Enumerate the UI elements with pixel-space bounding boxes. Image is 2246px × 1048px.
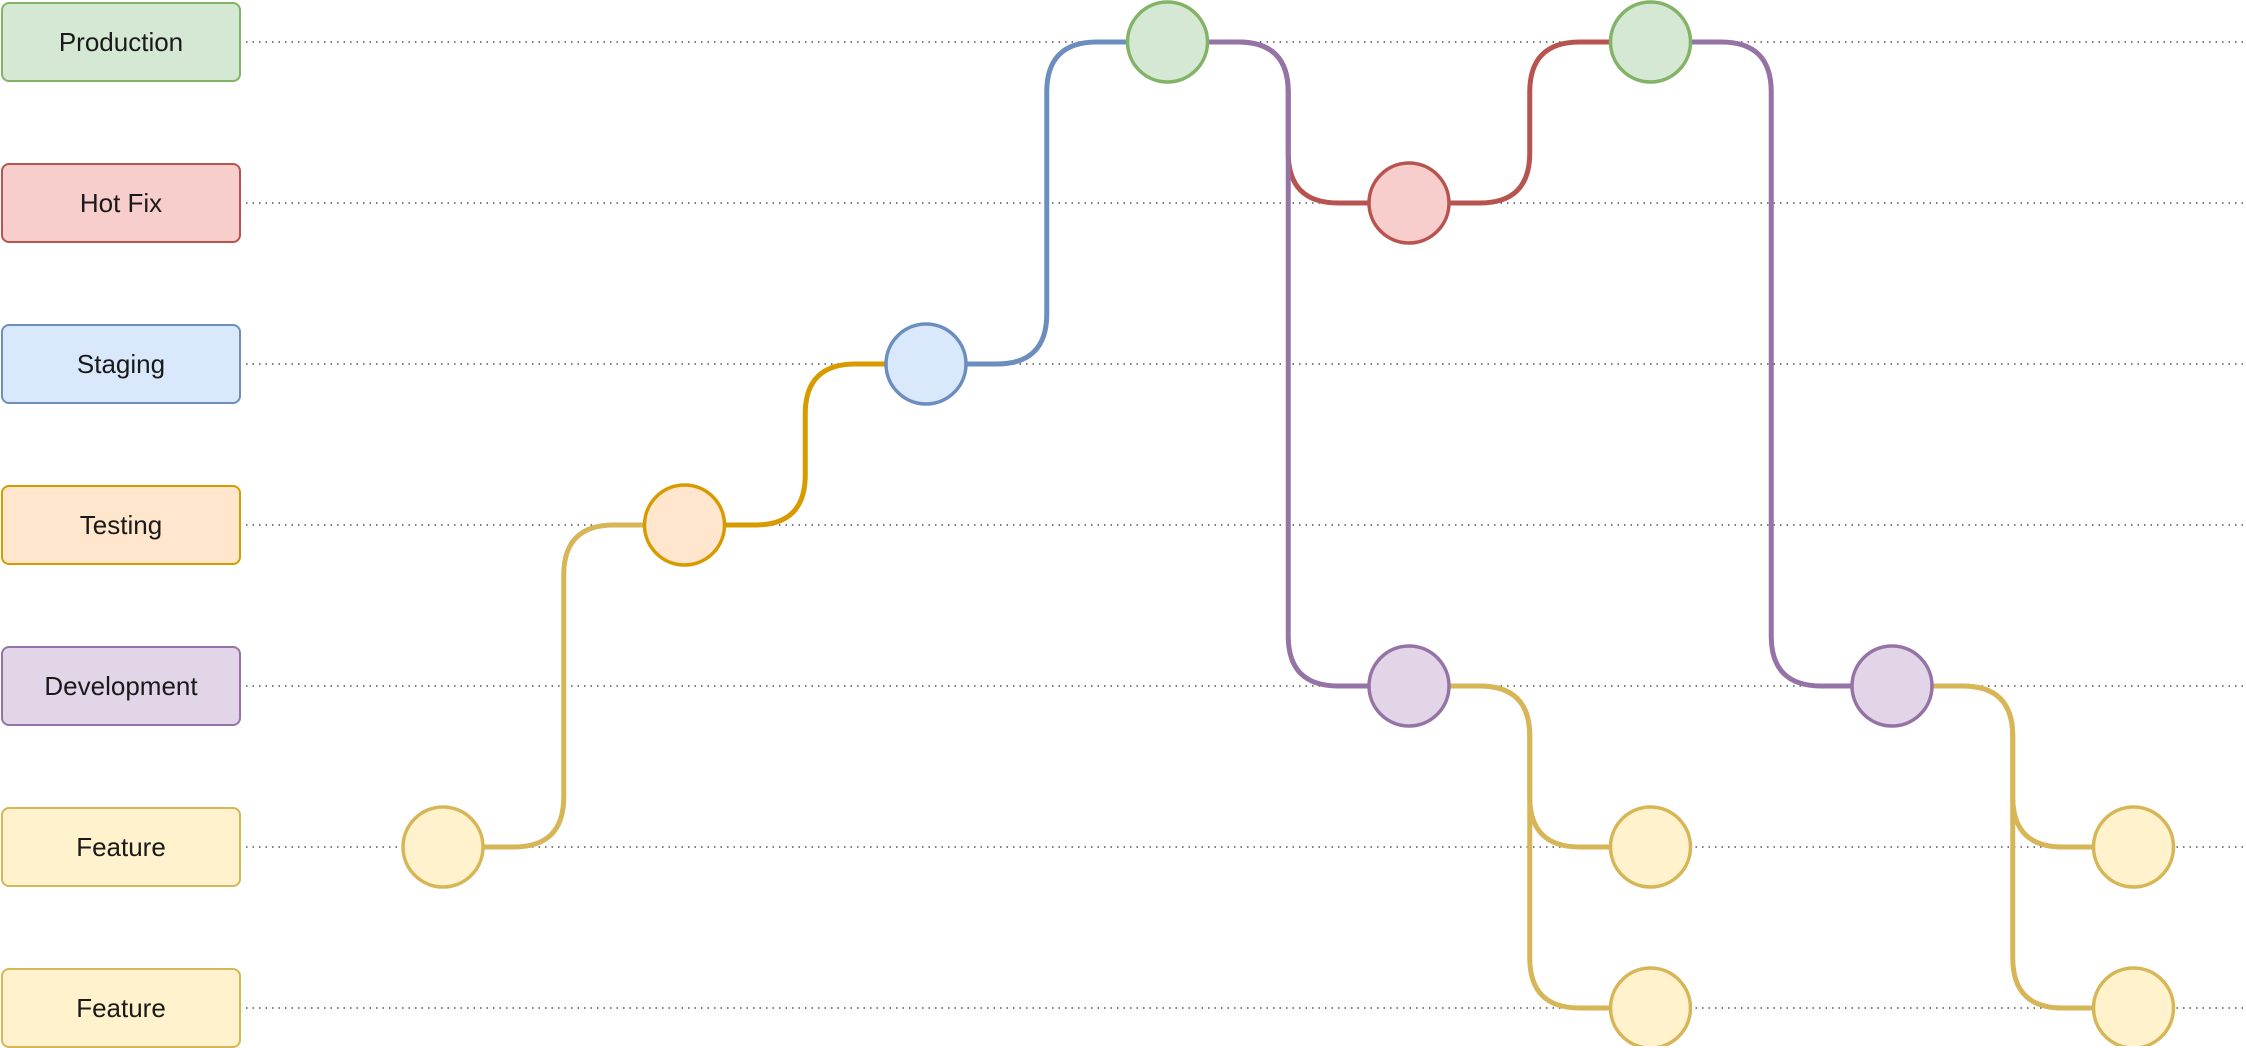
connection-c2-c3: [724, 361, 886, 528]
connection-c6-c9: [1449, 683, 1611, 1011]
connection-c10-c12: [1932, 683, 2094, 1011]
lane-label-feature-2: Feature: [1, 968, 241, 1048]
lane-label-testing: Testing: [1, 485, 241, 565]
commit-node-c7: [1608, 0, 1693, 84]
commit-node-c4: [1125, 0, 1210, 84]
lane-label-production: Production: [1, 2, 241, 82]
branch-connections: [483, 39, 2094, 1011]
commit-node-c3: [884, 322, 968, 406]
commit-node-c1: [401, 805, 485, 889]
commit-nodes: [401, 0, 2176, 1046]
lane-guides: [246, 41, 2246, 1009]
lane-label-development: Development: [1, 646, 241, 726]
connection-c3-c4: [966, 39, 1128, 367]
lane-label-hotfix: Hot Fix: [1, 163, 241, 243]
commit-node-c5: [1367, 161, 1451, 245]
commit-node-c10: [1850, 644, 1934, 728]
commit-node-c6: [1367, 644, 1451, 728]
connection-c5-c7: [1449, 39, 1611, 206]
lane-label-feature-1: Feature: [1, 807, 241, 887]
connection-c7-c10: [1690, 39, 1852, 689]
commit-node-c8: [1608, 805, 1693, 889]
commit-node-c12: [2091, 966, 2176, 1046]
commit-node-c11: [2091, 805, 2176, 889]
commit-node-c2: [642, 483, 727, 567]
commit-node-c9: [1608, 966, 1693, 1046]
connection-c4-c6: [1207, 39, 1369, 689]
lane-label-staging: Staging: [1, 324, 241, 404]
connection-c1-c2: [483, 522, 645, 850]
